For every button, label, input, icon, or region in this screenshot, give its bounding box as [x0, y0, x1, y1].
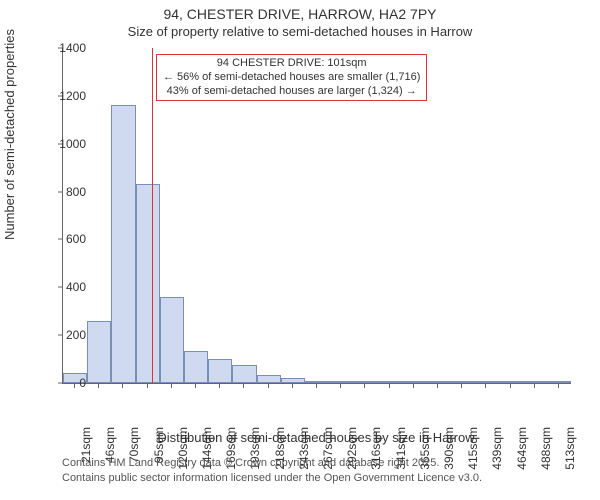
ytick-label: 0: [46, 376, 86, 390]
histogram-bar: [208, 359, 232, 383]
xtick-mark: [171, 383, 172, 388]
credits-line2: Contains public sector information licen…: [62, 471, 482, 486]
x-axis-label: Distribution of semi-detached houses by …: [62, 430, 570, 445]
histogram-bar: [184, 351, 208, 383]
ytick-label: 200: [46, 328, 86, 342]
xtick-mark: [195, 383, 196, 388]
xtick-mark: [268, 383, 269, 388]
xtick-mark: [364, 383, 365, 388]
xtick-mark: [510, 383, 511, 388]
ytick-label: 600: [46, 232, 86, 246]
histogram-bar: [498, 381, 522, 383]
histogram-bar: [111, 105, 135, 383]
histogram-bar: [353, 381, 377, 383]
histogram-bar: [474, 381, 498, 383]
histogram-bar: [450, 381, 474, 383]
ytick-label: 400: [46, 280, 86, 294]
histogram-chart: 94, CHESTER DRIVE, HARROW, HA2 7PY Size …: [0, 0, 600, 500]
chart-title-line1: 94, CHESTER DRIVE, HARROW, HA2 7PY: [0, 6, 600, 22]
histogram-bar: [281, 378, 305, 383]
chart-title-line2: Size of property relative to semi-detach…: [0, 24, 600, 39]
xtick-mark: [437, 383, 438, 388]
annotation-line2: ← 56% of semi-detached houses are smalle…: [163, 71, 420, 85]
histogram-bar: [377, 381, 401, 383]
xtick-mark: [147, 383, 148, 388]
xtick-mark: [316, 383, 317, 388]
histogram-bar: [426, 381, 450, 383]
xtick-mark: [534, 383, 535, 388]
histogram-bar: [523, 381, 547, 383]
ytick-label: 1200: [46, 89, 86, 103]
xtick-mark: [292, 383, 293, 388]
marker-line: [152, 48, 153, 383]
ytick-label: 1000: [46, 137, 86, 151]
histogram-bar: [257, 375, 281, 383]
ytick-label: 800: [46, 185, 86, 199]
histogram-bar: [87, 321, 111, 383]
xtick-mark: [219, 383, 220, 388]
ytick-label: 1400: [46, 41, 86, 55]
xtick-mark: [461, 383, 462, 388]
histogram-bar: [232, 365, 256, 383]
histogram-bar: [402, 381, 426, 383]
xtick-mark: [558, 383, 559, 388]
histogram-bar: [160, 297, 184, 383]
xtick-mark: [243, 383, 244, 388]
histogram-bar: [547, 381, 571, 383]
histogram-bar: [136, 184, 160, 383]
credits-line1: Contains HM Land Registry data © Crown c…: [62, 456, 482, 471]
xtick-mark: [413, 383, 414, 388]
xtick-mark: [389, 383, 390, 388]
y-axis-label: Number of semi-detached properties: [2, 29, 17, 240]
xtick-mark: [340, 383, 341, 388]
credits: Contains HM Land Registry data © Crown c…: [62, 456, 482, 486]
annotation-box: 94 CHESTER DRIVE: 101sqm ← 56% of semi-d…: [156, 54, 427, 101]
xtick-mark: [74, 383, 75, 388]
xtick-mark: [122, 383, 123, 388]
xtick-mark: [98, 383, 99, 388]
annotation-line3: 43% of semi-detached houses are larger (…: [163, 85, 420, 99]
histogram-bar: [329, 381, 353, 383]
xtick-mark: [485, 383, 486, 388]
annotation-line1: 94 CHESTER DRIVE: 101sqm: [163, 57, 420, 71]
